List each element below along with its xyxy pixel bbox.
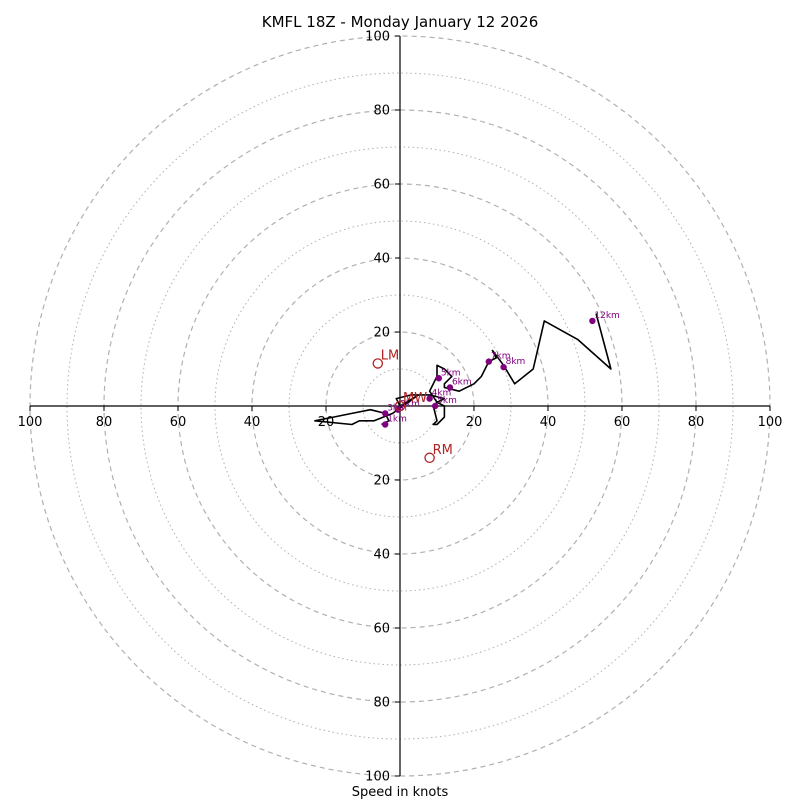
height-marker-label: 12km [594,311,619,321]
motion-marker-lm [372,358,384,369]
x-tick-label: 60 [614,415,631,430]
x-tick-label: 40 [540,415,557,430]
motion-marker-mw [394,400,406,412]
y-tick-label: 60 [373,622,390,637]
height-marker-5km [435,375,443,382]
x-tick-label: 20 [466,415,483,430]
y-tick-label: 40 [373,252,390,267]
height-marker-label: 2km [400,400,420,410]
height-marker-label: 6km [452,378,472,388]
y-tick-label: 80 [373,104,390,119]
hodograph-trace [314,313,612,426]
hodograph-trace-layer [314,313,612,426]
x-tick-label: 100 [758,415,783,430]
y-tick-label: 40 [373,548,390,563]
x-tick-label: 100 [18,415,43,430]
motion-marker-rm [424,452,435,464]
motion-marker-label: RM [433,443,453,458]
height-marker-label: 7km [491,352,511,362]
height-marker-7km [485,358,492,365]
y-tick-label: 100 [365,30,390,45]
height-marker-label: 5km [441,368,461,378]
height-marker-4km [426,395,433,402]
storm-motion-markers: LM MW RM [372,348,453,464]
y-tick-label: 20 [373,474,390,489]
height-marker-label: 4km [432,389,452,399]
height-marker-5km [431,402,439,410]
height-marker-label: 8km [506,357,526,367]
x-tick-label: 80 [688,415,705,430]
height-marker-1km [382,421,389,428]
y-tick-label: 80 [373,696,390,711]
height-marker-6km [446,384,454,391]
y-tick-label: 60 [373,178,390,193]
y-tick-label: 20 [373,326,390,341]
x-tick-label: 60 [170,415,187,430]
height-marker-label: 3km [387,403,407,413]
motion-marker-label: MW [403,391,427,406]
x-tick-label: 80 [96,415,113,430]
x-axis-label: Speed in knots [352,785,449,800]
chart-title: KMFL 18Z - Monday January 12 2026 [262,13,539,31]
height-marker-8km [500,363,507,371]
height-marker-label: 1km [387,415,407,425]
height-marker-12km [589,317,596,325]
motion-marker-label: LM [381,348,399,363]
y-tick-label: 100 [365,770,390,785]
height-marker-label: 5km [437,396,457,406]
height-marker-3km [382,410,389,417]
axis-ticks: 100 80 60 40 20 20 40 60 80 100100806040202040608… [18,30,783,785]
x-tick-label: 40 [244,415,261,430]
